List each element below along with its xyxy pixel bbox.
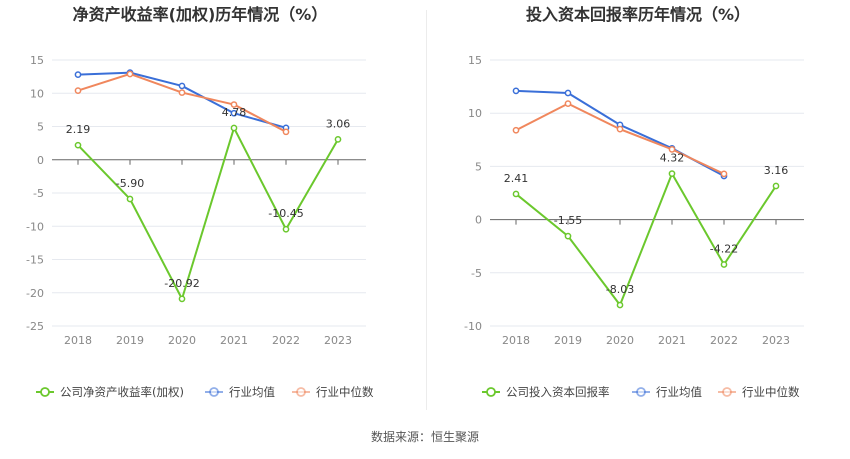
legend-item-median: 行业中位数 [718, 385, 800, 399]
x-tick-label: 2020 [168, 334, 196, 347]
legend-item-avg: 行业均值 [205, 385, 275, 399]
data-label: 3.06 [326, 117, 351, 130]
y-tick-label: 10 [468, 107, 482, 120]
chart-panel-2: 投入资本回报率历年情况（%） 15 10 5 0 -5 -10 2018 2019 2020 202… [464, 5, 804, 399]
y-tick-label: 15 [30, 54, 44, 67]
x-tick-label: 2021 [658, 334, 686, 347]
series-line-company [77, 126, 339, 300]
panel-divider [426, 10, 427, 410]
data-point-median [616, 125, 624, 133]
data-point-median [74, 87, 82, 94]
legend-item-avg: 行业均值 [632, 385, 702, 399]
data-label: -10.45 [268, 207, 303, 220]
series-line-median [515, 102, 725, 175]
data-label: 4.78 [222, 106, 247, 119]
data-label: 3.16 [764, 164, 789, 177]
x-tick-label: 2019 [116, 334, 144, 347]
legend-label: 行业中位数 [316, 385, 374, 399]
data-point-median [668, 146, 676, 153]
legend-swatch-marker [722, 387, 732, 397]
data-point-median [178, 89, 186, 96]
data-label: -20.92 [164, 277, 199, 290]
x-tick-label: 2018 [502, 334, 530, 347]
y-tick-label: 10 [30, 87, 44, 100]
x-tick-label: 2022 [710, 334, 738, 347]
data-point-company [616, 301, 624, 309]
data-point-avg [564, 89, 572, 97]
legend-label: 公司净资产收益率(加权) [60, 385, 184, 399]
data-point-company [74, 141, 82, 149]
data-label: 2.19 [66, 123, 91, 136]
legend-swatch-marker [486, 387, 496, 397]
legend-label: 行业中位数 [742, 385, 800, 399]
y-tick-label: -15 [26, 254, 44, 267]
y-tick-label: -25 [26, 320, 44, 333]
x-tick-label: 2020 [606, 334, 634, 347]
x-tick-label: 2023 [324, 334, 352, 347]
data-point-company [772, 182, 780, 190]
data-point-median [282, 128, 290, 136]
legend-label: 行业均值 [229, 385, 275, 399]
legend-swatch-marker [296, 387, 306, 397]
x-tick-label: 2021 [220, 334, 248, 347]
legend-swatch-marker [209, 387, 219, 397]
chart-title: 投入资本回报率历年情况（%） [526, 5, 750, 24]
data-point-median [512, 126, 520, 134]
data-source-label: 数据来源：恒生聚源 [370, 430, 479, 444]
y-tick-label: -10 [464, 320, 482, 333]
data-label: 4.32 [660, 152, 685, 165]
data-point-avg [74, 71, 82, 78]
series-line-avg [515, 89, 725, 177]
data-point-company [178, 295, 186, 303]
legend-item-company: 公司投入资本回报率 [482, 385, 610, 399]
legend-swatch-marker [636, 387, 646, 397]
series-line-company [515, 172, 777, 307]
data-point-avg [178, 82, 186, 90]
y-tick-label: -5 [33, 187, 44, 200]
legend-item-median: 行业中位数 [292, 385, 374, 399]
data-point-median [720, 170, 728, 178]
y-tick-label: -20 [26, 287, 44, 300]
chart-panel-1: 净资产收益率(加权)历年情况（%） 15 10 5 0 -5 -10 -15 -20 -25 201… [26, 5, 374, 399]
data-label: -4.22 [710, 243, 738, 256]
data-point-median [230, 101, 238, 108]
chart-title: 净资产收益率(加权)历年情况（%） [73, 5, 328, 24]
data-point-company [126, 195, 134, 203]
y-tick-label: 15 [468, 54, 482, 67]
data-point-company [334, 136, 342, 143]
legend-item-company: 公司净资产收益率(加权) [36, 385, 184, 399]
data-label: -5.90 [116, 177, 144, 190]
x-tick-label: 2019 [554, 334, 582, 347]
y-tick-label: -5 [471, 267, 482, 280]
legend-label: 公司投入资本回报率 [506, 385, 610, 399]
y-tick-label: 0 [37, 154, 44, 167]
x-tick-label: 2018 [64, 334, 92, 347]
y-tick-label: 5 [475, 160, 482, 173]
data-point-company [720, 261, 728, 268]
data-label: -8.03 [606, 283, 634, 296]
data-point-company [512, 190, 520, 198]
data-point-company [230, 124, 238, 132]
x-tick-label: 2023 [762, 334, 790, 347]
data-label: 2.41 [504, 172, 529, 185]
legend-label: 行业均值 [656, 385, 702, 399]
data-point-median [564, 100, 572, 107]
data-point-avg [230, 109, 238, 117]
data-point-company [282, 225, 290, 233]
y-tick-label: -10 [26, 220, 44, 233]
data-label: -1.55 [554, 214, 582, 227]
data-point-company [564, 232, 572, 240]
y-tick-label: 5 [37, 121, 44, 134]
data-point-avg [512, 87, 520, 95]
x-tick-label: 2022 [272, 334, 300, 347]
y-tick-label: 0 [475, 214, 482, 227]
data-point-company [668, 170, 676, 177]
legend-swatch-marker [40, 387, 50, 397]
data-point-median [126, 70, 134, 78]
